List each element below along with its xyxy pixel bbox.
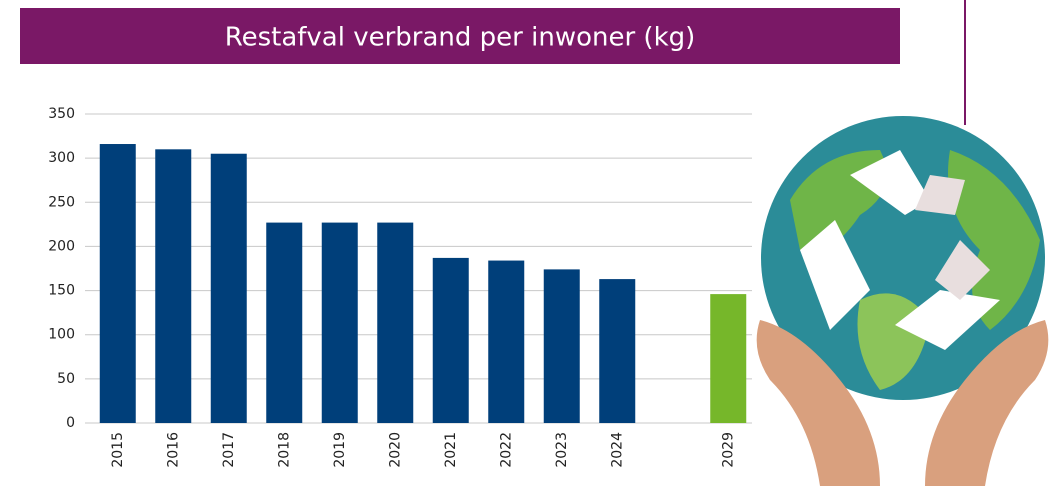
x-tick-label: 2020 <box>387 432 403 468</box>
y-tick-label: 200 <box>48 238 75 254</box>
y-tick-label: 250 <box>48 194 75 210</box>
y-tick-label: 150 <box>48 283 75 299</box>
bar <box>710 294 747 423</box>
bar <box>210 153 247 423</box>
x-tick-label: 2017 <box>221 432 237 468</box>
bar <box>599 279 636 423</box>
bar <box>321 222 358 423</box>
x-tick-label: 2021 <box>443 432 459 468</box>
bar <box>99 144 136 423</box>
x-tick-label: 2019 <box>332 432 348 468</box>
bar <box>543 269 580 423</box>
x-tick-label: 2015 <box>110 432 126 468</box>
bar <box>155 149 192 424</box>
y-tick-label: 350 <box>48 106 75 122</box>
title-bar <box>20 8 900 64</box>
x-tick-label: 2022 <box>498 432 514 468</box>
x-tick-label: 2018 <box>276 432 292 468</box>
bar <box>488 260 525 423</box>
x-tick-label: 2024 <box>609 432 625 468</box>
bar <box>266 222 303 423</box>
bar <box>432 257 469 423</box>
chart-title: Restafval verbrand per inwoner (kg) <box>225 23 696 53</box>
y-tick-label: 100 <box>48 327 75 343</box>
x-tick-label: 2029 <box>720 432 736 468</box>
x-tick-label: 2023 <box>554 432 570 468</box>
x-tick-label: 2016 <box>165 432 181 468</box>
globe-illustration <box>756 116 1049 486</box>
y-tick-label: 300 <box>48 150 75 166</box>
y-tick-label: 50 <box>57 371 75 387</box>
bar <box>377 222 414 423</box>
y-tick-label: 0 <box>66 415 75 431</box>
